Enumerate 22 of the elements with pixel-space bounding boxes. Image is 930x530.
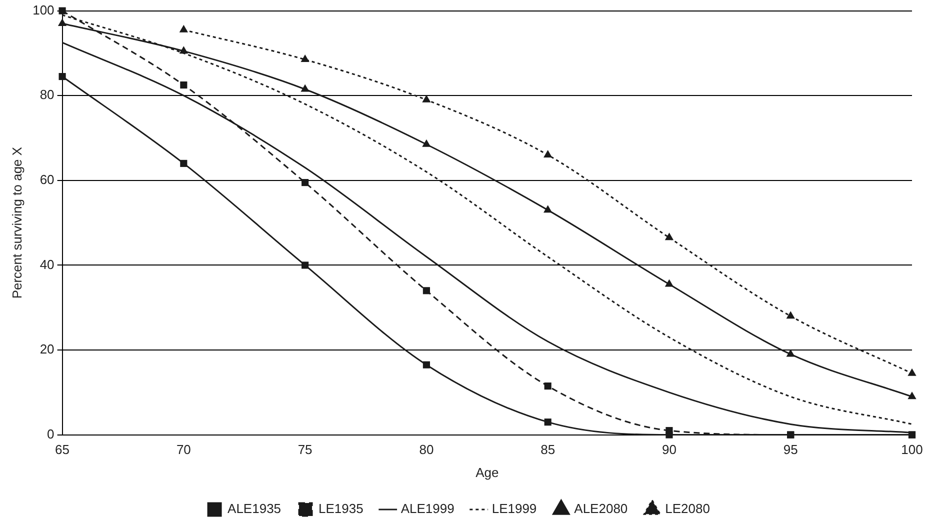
- x-tick-label: 95: [783, 442, 798, 458]
- x-tick-label: 100: [901, 442, 923, 458]
- legend-label: LE1935: [318, 501, 364, 516]
- y-tick-label: 100: [32, 2, 54, 18]
- x-tick-label: 75: [298, 442, 312, 458]
- legend-label: ALE1935: [228, 501, 282, 516]
- legend-label: LE2080: [665, 501, 710, 516]
- x-tick-label: 90: [662, 442, 676, 458]
- x-tick-label: 85: [540, 442, 556, 458]
- y-tick-label: 80: [40, 87, 54, 102]
- x-tick-label: 70: [176, 442, 191, 458]
- legend-label: ALE1999: [400, 501, 454, 516]
- x-tick-label: 65: [55, 442, 70, 458]
- legend-label: ALE2080: [574, 501, 628, 516]
- y-tick-label: 60: [40, 172, 54, 187]
- y-tick-label: 20: [40, 342, 54, 357]
- legend-label: LE1999: [492, 501, 537, 516]
- y-axis-title: Percent surviving to age X: [9, 146, 24, 299]
- x-tick-label: 80: [419, 442, 434, 458]
- y-tick-label: 40: [40, 256, 54, 272]
- y-tick-label: 0: [47, 426, 54, 442]
- x-axis-title: Age: [476, 464, 499, 480]
